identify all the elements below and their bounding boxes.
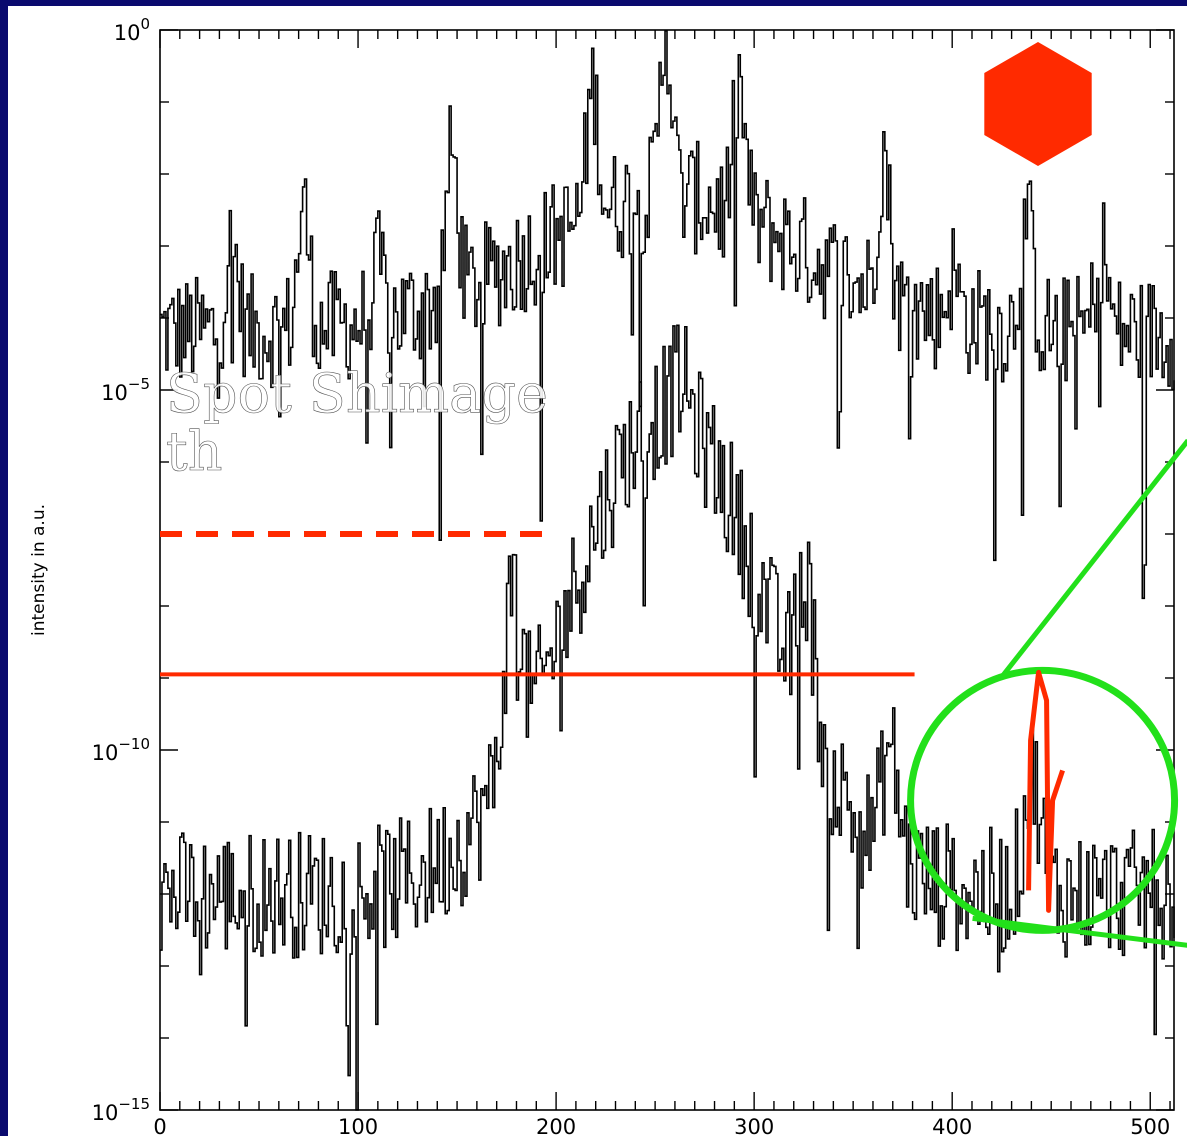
x-tick-label: 200 (536, 1115, 576, 1136)
frame-layer (159, 29, 1175, 1111)
label-layer: 0 100 200 300 400 500 100 10−5 10−10 10−15 intensi… (29, 15, 1170, 1136)
y-tick-label: 10−10 (92, 735, 150, 765)
series-line-2 (160, 324, 1175, 1111)
overlay-text-line-2: th (166, 420, 222, 483)
red-hexagon-icon (984, 42, 1092, 166)
y-tick-label: 10−15 (92, 1095, 150, 1125)
zoom-line-bottom (972, 915, 1187, 948)
overlay-text-line-1: Spot Shimage (166, 362, 548, 425)
y-axis-label: intensity in a.u. (29, 504, 49, 636)
x-tick-label: 300 (734, 1115, 774, 1136)
plot-frame (159, 29, 1175, 1111)
zoom-line-top (998, 438, 1187, 680)
y-tick-label: 10−5 (101, 375, 150, 405)
plot-panel: Spot Shimage th 0 100 200 300 400 500 100 10−5 10… (8, 6, 1187, 1136)
highlight-spike (1026, 669, 1065, 913)
x-tick-label: 400 (932, 1115, 972, 1136)
x-tick-label: 0 (153, 1115, 166, 1136)
zoom-circle (907, 666, 1179, 934)
series-layer (160, 29, 1175, 1111)
y-tick-label: 100 (114, 15, 150, 45)
x-tick-label: 500 (1130, 1115, 1170, 1136)
x-tick-label: 100 (338, 1115, 378, 1136)
series-line-1 (160, 29, 1175, 600)
ticks-layer (159, 29, 1174, 1111)
